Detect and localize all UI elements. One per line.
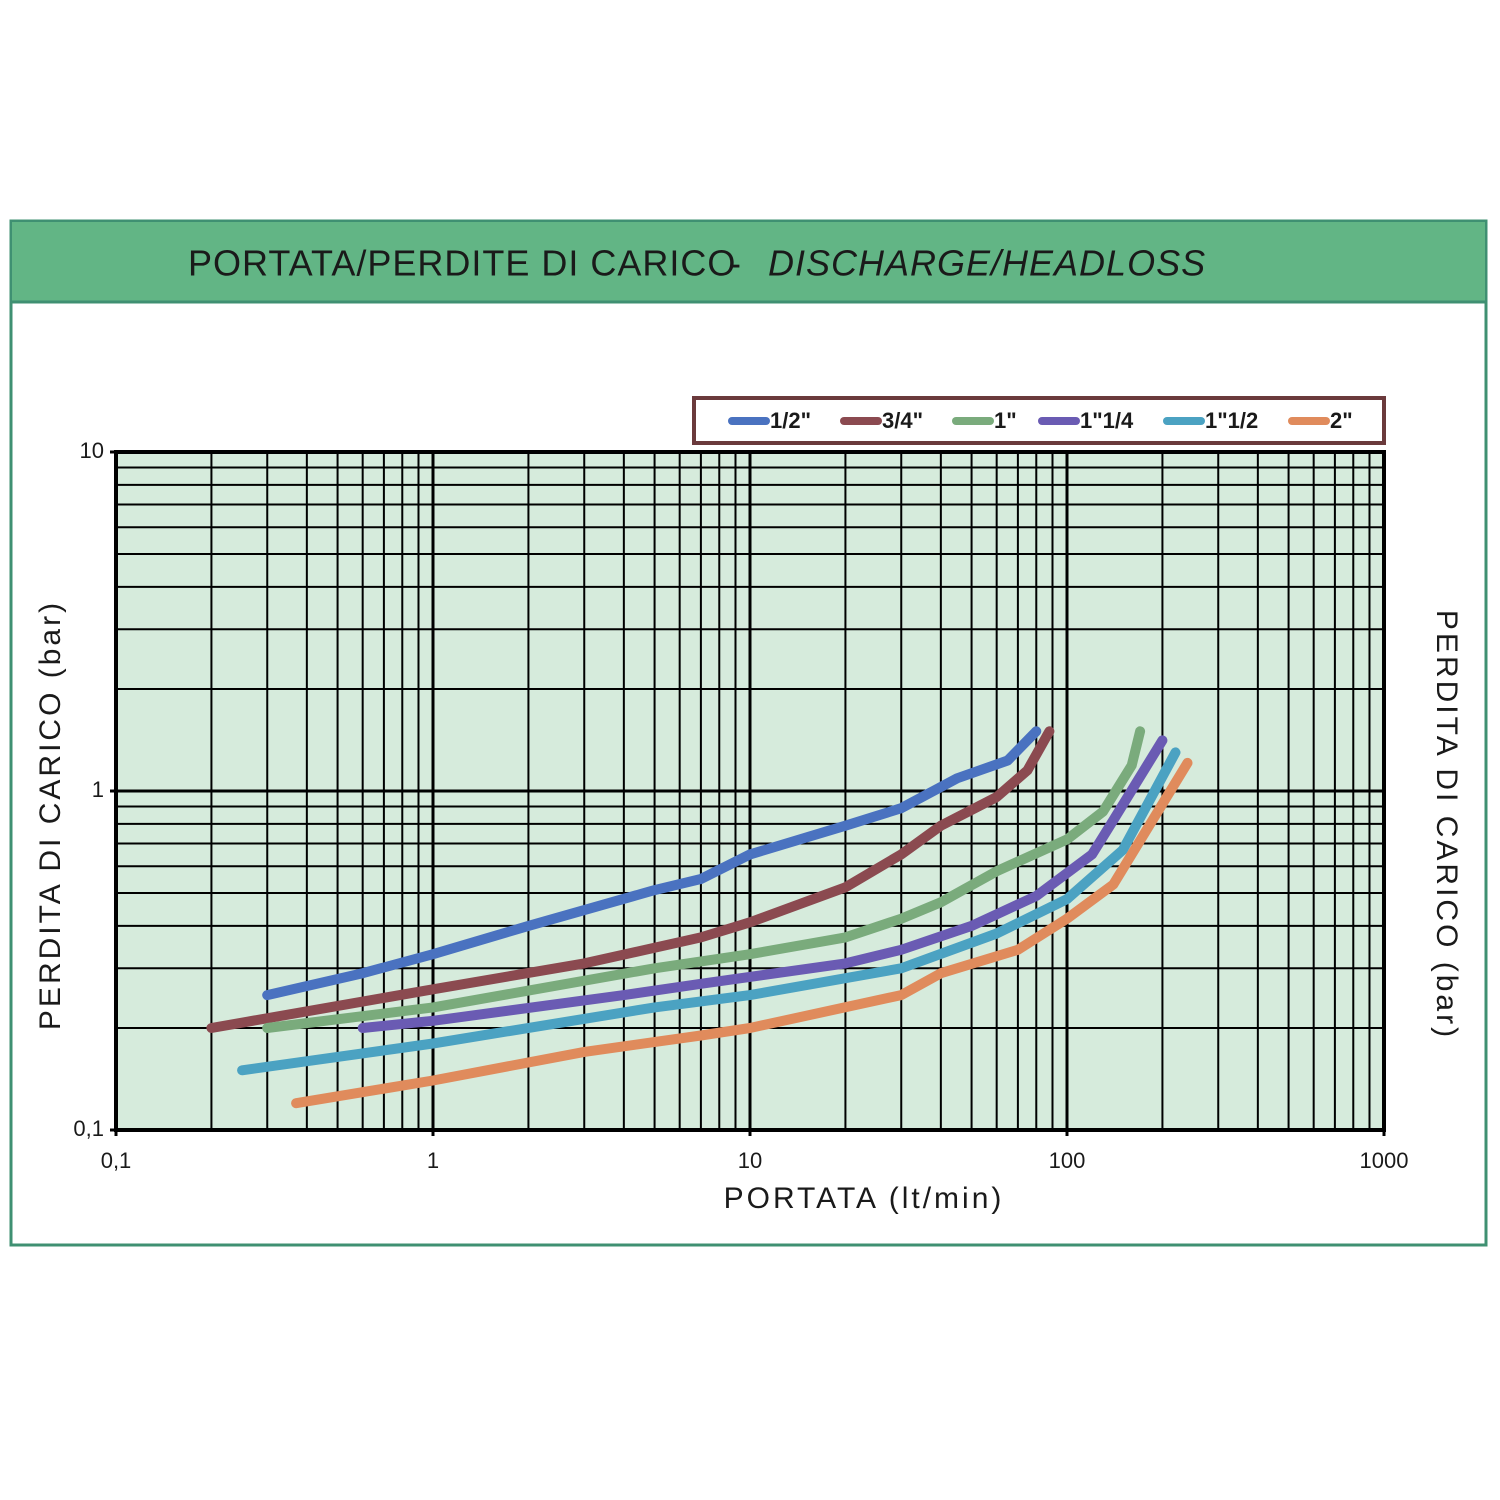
legend-label: 1"1/4: [1080, 408, 1134, 433]
series-line: [237, 747, 1181, 1076]
chart-title: PORTATA/PERDITE DI CARICO: [188, 243, 736, 284]
x-tick-label: 10: [738, 1148, 762, 1173]
legend-label: 1/2": [770, 408, 811, 433]
series-line: [291, 757, 1193, 1109]
y-axis-label-right: PERDITA DI CARICO (bar): [1430, 610, 1463, 1040]
chart-title-english: DISCHARGE/HEADLOSS: [768, 243, 1206, 284]
x-tick-label: 100: [1049, 1148, 1086, 1173]
x-axis-label: PORTATA (lt/min): [724, 1182, 1005, 1215]
y-axis-label: PERDITA DI CARICO (bar): [34, 600, 67, 1030]
plot-border: [114, 450, 1386, 1132]
series-line: [357, 735, 1168, 1033]
header-band: [12, 222, 1485, 302]
y-tick-label: 1: [92, 777, 104, 802]
legend-label: 3/4": [882, 408, 923, 433]
title-separator: -: [729, 243, 741, 284]
legend: 1/2" 3/4" 1" 1"1/4 1"1/2 2": [728, 408, 1353, 433]
x-tick-label: 1: [427, 1148, 439, 1173]
legend-label: 1": [994, 408, 1017, 433]
legend-label: 1"1/2: [1205, 408, 1258, 433]
y-tick-label: 0,1: [73, 1116, 104, 1141]
x-tick-label: 1000: [1360, 1148, 1409, 1173]
series-line: [262, 726, 1146, 1033]
series-line: [262, 726, 1042, 1001]
y-tick-label: 10: [80, 438, 104, 463]
legend-label: 2": [1330, 408, 1353, 433]
x-tick-label: 0,1: [101, 1148, 132, 1173]
series-line: [206, 726, 1055, 1033]
lines: [206, 726, 1193, 1109]
